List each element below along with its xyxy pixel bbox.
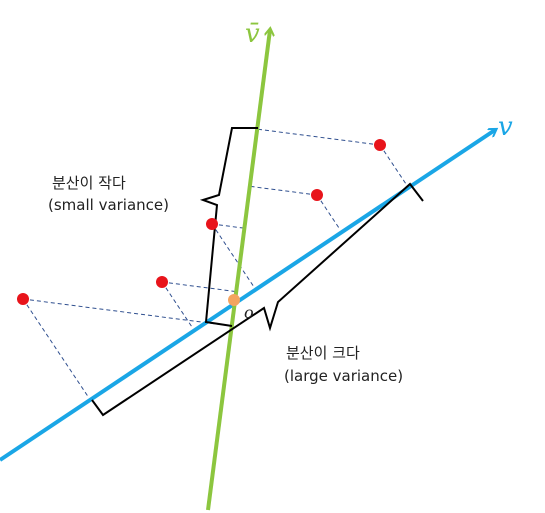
projection-lines [22, 128, 408, 398]
projection-line [22, 298, 89, 398]
projection-line [211, 223, 255, 288]
origin-point [228, 294, 240, 306]
points [17, 139, 386, 305]
large-english: (large variance) [284, 367, 403, 385]
origin-label: o [244, 303, 254, 322]
projection-line [161, 281, 236, 292]
data-point [374, 139, 386, 151]
large-korean: 분산이 크다 [286, 344, 360, 362]
data-point [311, 189, 323, 201]
large-brace [91, 182, 424, 417]
projection-line [256, 128, 381, 146]
small-korean: 분산이 작다 [52, 174, 126, 192]
data-point [206, 218, 218, 230]
data-point [17, 293, 29, 305]
data-point [156, 276, 168, 288]
projection-line [379, 144, 408, 186]
v-axis [0, 130, 495, 462]
projection-line [211, 223, 244, 229]
small-brace [199, 127, 258, 327]
small-english: (small variance) [48, 196, 169, 214]
projection-line [22, 298, 231, 327]
projection-line [316, 194, 341, 230]
projection-line [161, 281, 193, 328]
v-label: v [498, 112, 513, 142]
projection-line [248, 185, 318, 196]
v-bar-label: v̄ [245, 19, 260, 49]
v-bar-axis [206, 30, 270, 511]
